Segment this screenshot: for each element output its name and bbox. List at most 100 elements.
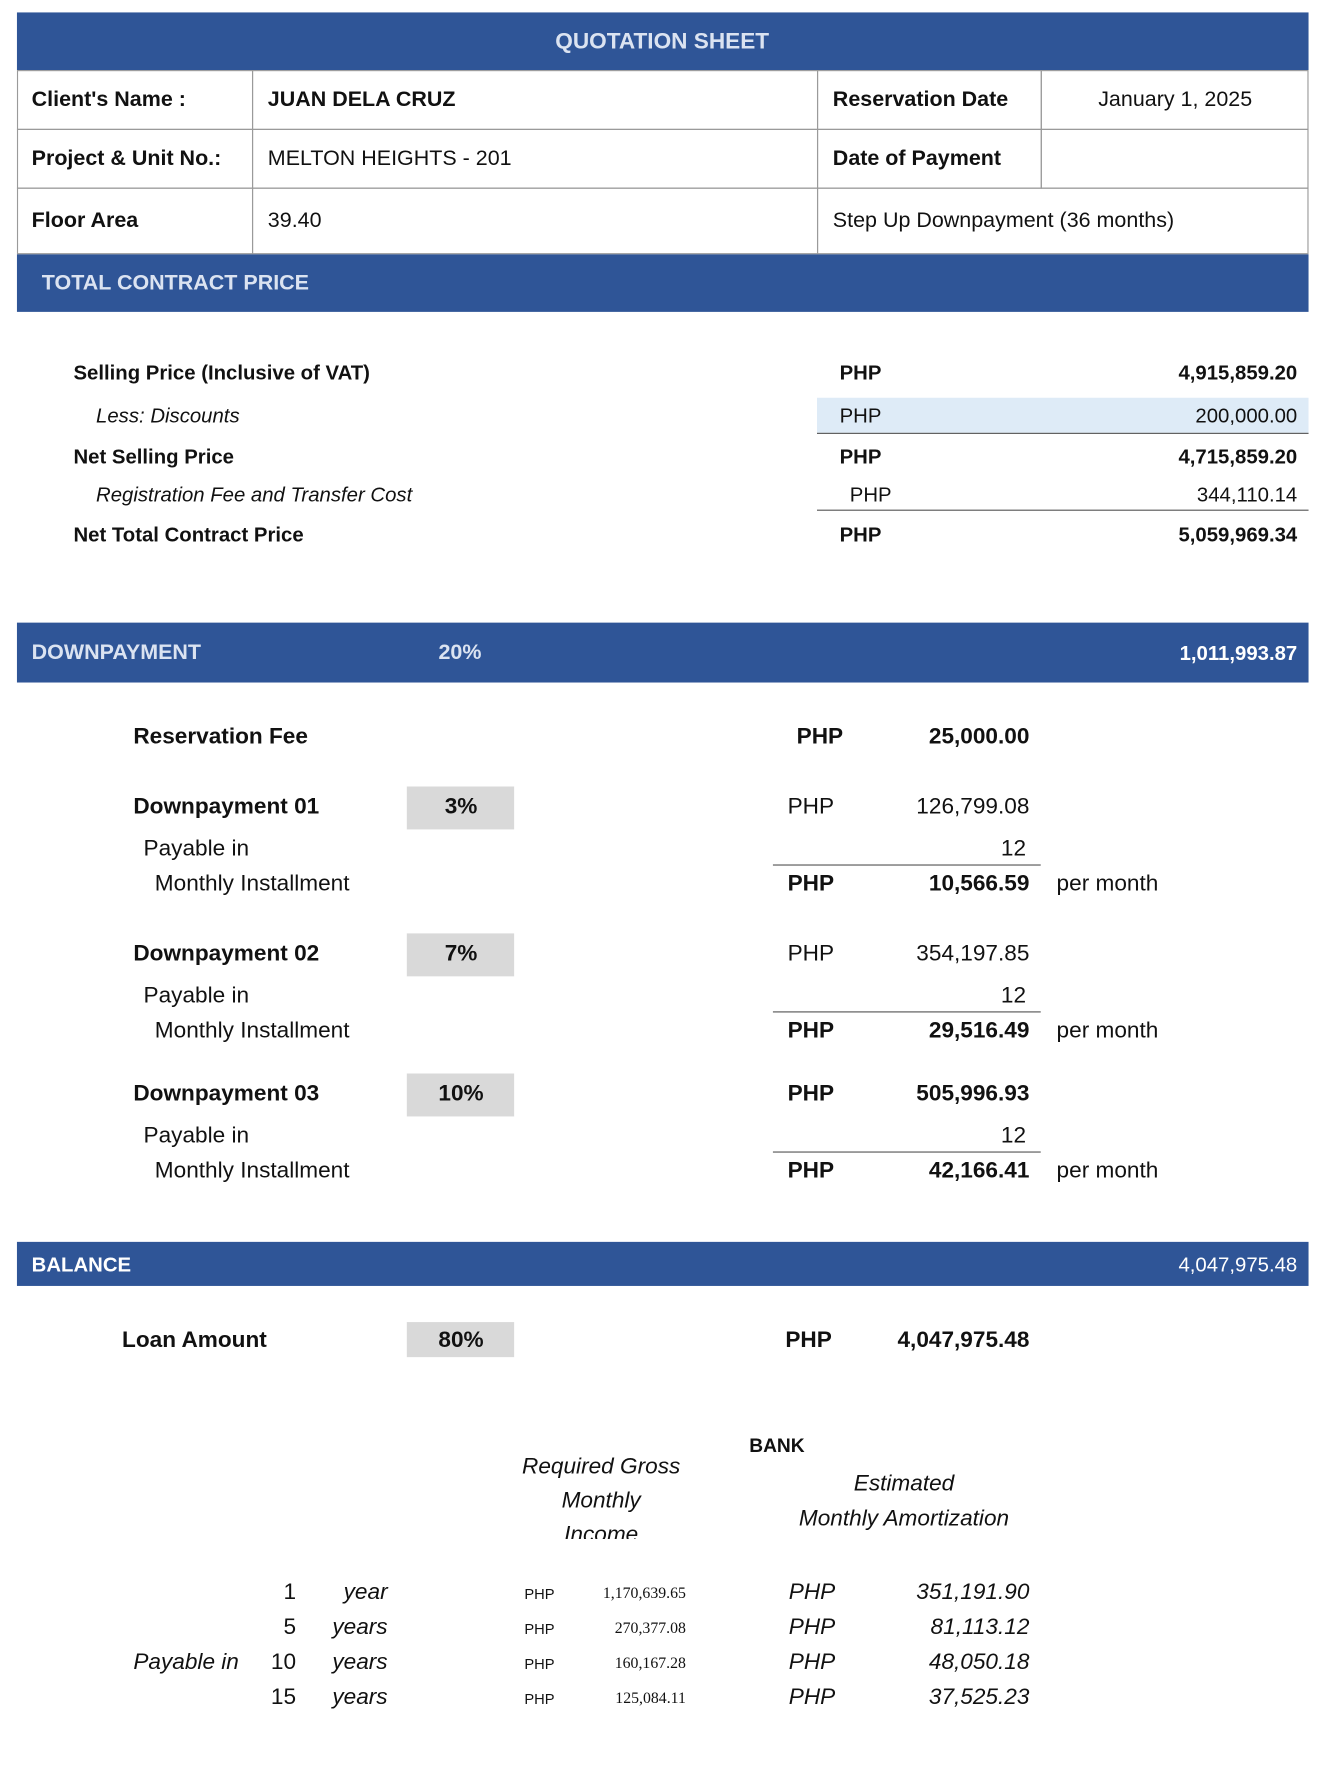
- currency: PHP: [787, 871, 835, 897]
- currency: PHP: [796, 724, 844, 750]
- row-label: Registration Fee and Transfer Cost: [96, 483, 413, 507]
- cell: [1040, 128, 1309, 189]
- label: Floor Area: [31, 209, 139, 233]
- currency: PHP: [524, 1655, 555, 1673]
- rule: [772, 1151, 1041, 1153]
- title-bar: [16, 12, 1309, 71]
- term: 10: [270, 1649, 297, 1675]
- value: MELTON HEIGHTS - 201: [267, 146, 512, 171]
- amount: 126,799.08: [916, 794, 1030, 820]
- section-title: DOWNPAYMENT: [31, 640, 202, 665]
- total: 4,047,975.48: [1178, 1253, 1298, 1276]
- value: JUAN DELA CRUZ: [267, 88, 456, 112]
- currency: PHP: [787, 1018, 835, 1043]
- percent-box: [406, 933, 515, 977]
- section-title: TOTAL CONTRACT PRICE: [41, 271, 310, 295]
- currency: PHP: [839, 361, 882, 385]
- row-label: Downpayment 02: [133, 941, 320, 967]
- percent-box: [406, 1322, 515, 1358]
- currency: PHP: [787, 1158, 835, 1184]
- suffix: per month: [1056, 1018, 1159, 1043]
- income: 125,084.11: [615, 1690, 686, 1708]
- amount: 344,110.14: [1196, 483, 1298, 507]
- currency: PHP: [787, 941, 835, 967]
- amount: 4,715,859.20: [1178, 445, 1298, 468]
- amount: 10,566.59: [928, 871, 1030, 897]
- amortization: 351,191.90: [916, 1579, 1030, 1605]
- currency: PHP: [788, 1579, 836, 1605]
- downpayment-bar: [16, 622, 1309, 683]
- amount: 505,996.93: [916, 1081, 1030, 1107]
- amortization: 81,113.12: [930, 1614, 1030, 1640]
- suffix: per month: [1056, 871, 1159, 897]
- row-label: Loan Amount: [122, 1327, 267, 1353]
- percent: 20%: [438, 640, 482, 665]
- value: January 1, 2025: [1098, 88, 1253, 112]
- row-label: Payable in: [143, 1123, 250, 1149]
- amortization: 37,525.23: [928, 1684, 1030, 1710]
- row-label: Monthly Installment: [154, 1018, 350, 1043]
- term: 5: [283, 1614, 297, 1640]
- income-header-cell: Required Gross Monthly Income: [497, 1455, 706, 1539]
- discount-highlight: [816, 397, 1309, 433]
- amount: 4,915,859.20: [1178, 361, 1298, 385]
- term: 1: [283, 1579, 297, 1605]
- months: 12: [1000, 836, 1027, 862]
- rule: [816, 509, 1309, 511]
- amort-header: Monthly Amortization: [798, 1506, 1010, 1532]
- currency: PHP: [839, 404, 882, 428]
- row-label: Payable in: [133, 1649, 239, 1675]
- currency: PHP: [788, 1614, 836, 1640]
- currency: PHP: [839, 445, 882, 468]
- bank-label: BANK: [749, 1435, 805, 1457]
- currency: PHP: [524, 1690, 555, 1708]
- percent: 80%: [438, 1327, 484, 1353]
- currency: PHP: [787, 1081, 835, 1107]
- suffix: per month: [1056, 1158, 1159, 1184]
- balance-bar: [16, 1241, 1309, 1286]
- income: 270,377.08: [614, 1620, 686, 1638]
- label: Reservation Date: [832, 88, 1009, 112]
- label: Client's Name :: [31, 88, 186, 112]
- unit: year: [343, 1579, 388, 1605]
- row-label: Payable in: [143, 836, 250, 862]
- income: 160,167.28: [614, 1655, 686, 1673]
- cell: [251, 187, 819, 255]
- label: Project & Unit No.:: [31, 146, 222, 171]
- amort-header: Estimated: [853, 1471, 955, 1497]
- amount: 5,059,969.34: [1178, 523, 1298, 546]
- rule: [816, 432, 1309, 434]
- amount: 4,047,975.48: [897, 1327, 1030, 1353]
- rule: [772, 1011, 1041, 1013]
- percent: 7%: [444, 941, 478, 967]
- amount: 200,000.00: [1195, 404, 1298, 428]
- percent: 3%: [444, 794, 478, 820]
- income-header: Required Gross: [522, 1455, 681, 1480]
- currency: PHP: [524, 1620, 555, 1638]
- value: 39.40: [267, 209, 322, 233]
- rule: [772, 864, 1041, 866]
- section-title: BALANCE: [31, 1253, 132, 1276]
- unit: years: [332, 1684, 388, 1710]
- currency: PHP: [849, 483, 892, 507]
- row-label: Reservation Fee: [133, 724, 308, 750]
- currency: PHP: [785, 1327, 832, 1353]
- percent-box: [406, 786, 515, 830]
- row-label: Net Selling Price: [73, 445, 234, 468]
- value: Step Up Downpayment (36 months): [832, 209, 1175, 233]
- label: Date of Payment: [832, 146, 1002, 171]
- currency: PHP: [524, 1585, 555, 1603]
- income-header: Monthly: [561, 1488, 641, 1514]
- amount: 29,516.49: [928, 1018, 1030, 1043]
- income-header: Income: [564, 1522, 639, 1540]
- unit: years: [332, 1614, 388, 1640]
- currency: PHP: [839, 523, 882, 546]
- row-label: Less: Discounts: [96, 404, 240, 428]
- row-label: Monthly Installment: [154, 871, 350, 897]
- term: 15: [270, 1684, 297, 1710]
- months: 12: [1000, 983, 1027, 1008]
- currency: PHP: [788, 1649, 836, 1675]
- percent: 10%: [438, 1081, 484, 1107]
- amount: 354,197.85: [916, 941, 1030, 967]
